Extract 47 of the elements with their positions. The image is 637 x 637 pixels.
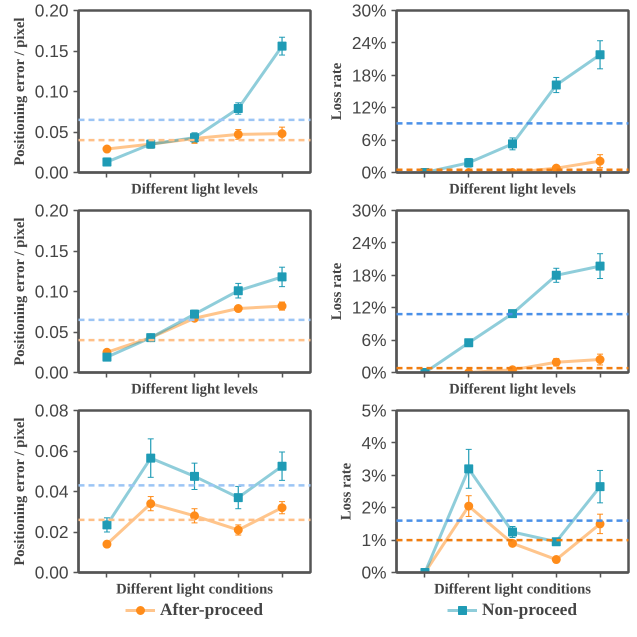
legend-label: Non-proceed: [482, 600, 577, 620]
legend-label: After-proceed: [160, 600, 263, 620]
x-axis-title: Different light levels: [131, 382, 258, 398]
y-tick-label: 0%: [361, 562, 386, 582]
y-tick-label: 0.05: [34, 122, 69, 142]
y-tick-label: 0.00: [34, 362, 69, 382]
y-tick-label: 18%: [352, 265, 387, 286]
y-tick-label: 24%: [352, 232, 387, 253]
y-tick-label: 6%: [361, 130, 386, 150]
x-axis-title: Different light levels: [449, 182, 576, 198]
y-tick-label: 0.20: [34, 0, 69, 20]
y-axis-title: Loss rate: [338, 462, 354, 520]
y-tick-label: 1%: [361, 530, 386, 550]
y-tick-label: 0.00: [34, 162, 69, 182]
y-axis-title: Loss rate: [328, 62, 345, 120]
y-tick-label: 6%: [361, 330, 386, 350]
y-axis-title: Loss rate: [328, 262, 345, 320]
y-tick-label: 30%: [352, 200, 387, 220]
x-axis-title: Different light conditions: [434, 582, 592, 598]
y-tick-label: 4%: [361, 432, 386, 453]
y-axis-title: Positioning error / pixel: [12, 418, 28, 566]
y-axis-title: Positioning error / pixel: [12, 218, 28, 366]
x-axis-title: Different light conditions: [116, 582, 274, 598]
y-tick-label: 0.10: [34, 282, 69, 302]
x-axis-title: Different light levels: [131, 182, 258, 198]
y-tick-label: 12%: [352, 298, 387, 318]
y-tick-label: 2%: [361, 498, 386, 518]
y-tick-label: 5%: [361, 400, 386, 420]
y-tick-label: 0%: [361, 162, 386, 182]
y-tick-label: 0.00: [34, 562, 69, 582]
y-tick-label: 12%: [352, 98, 387, 118]
y-axis-title: Positioning error / pixel: [12, 18, 28, 166]
y-tick-label: 30%: [352, 0, 387, 20]
y-tick-label: 0.10: [34, 82, 69, 102]
y-tick-label: 0.15: [34, 41, 69, 61]
y-tick-label: 0.08: [34, 400, 69, 420]
y-tick-label: 18%: [352, 65, 387, 86]
y-tick-label: 0.05: [34, 322, 69, 342]
y-tick-label: 3%: [361, 465, 386, 486]
y-tick-label: 24%: [352, 32, 387, 53]
y-tick-label: 0.04: [34, 482, 69, 502]
y-tick-label: 0.02: [34, 522, 69, 542]
y-tick-label: 0.20: [34, 200, 69, 220]
y-tick-label: 0.06: [34, 441, 69, 461]
y-tick-label: 0.15: [34, 241, 69, 261]
x-axis-title: Different light levels: [449, 382, 576, 398]
y-tick-label: 0%: [361, 362, 386, 382]
